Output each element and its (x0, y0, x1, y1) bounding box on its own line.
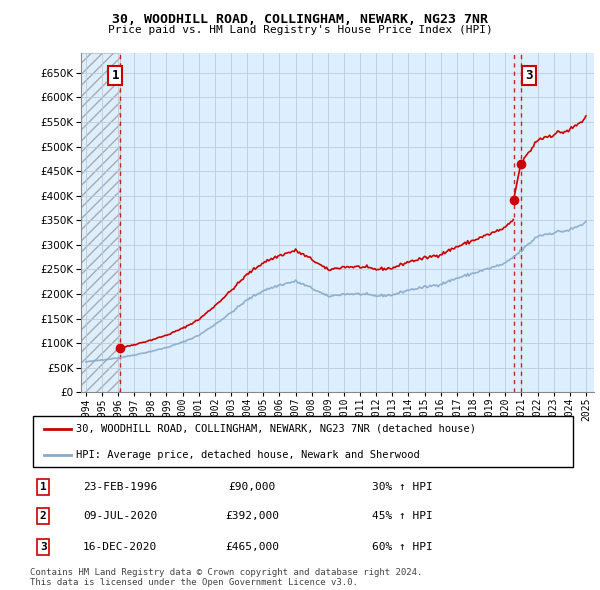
FancyBboxPatch shape (33, 417, 573, 467)
Text: 16-DEC-2020: 16-DEC-2020 (83, 542, 157, 552)
Text: 09-JUL-2020: 09-JUL-2020 (83, 512, 157, 521)
Text: £392,000: £392,000 (225, 512, 279, 521)
Text: 3: 3 (40, 542, 47, 552)
Text: HPI: Average price, detached house, Newark and Sherwood: HPI: Average price, detached house, Newa… (76, 450, 420, 460)
Text: 45% ↑ HPI: 45% ↑ HPI (372, 512, 433, 521)
Text: Price paid vs. HM Land Registry's House Price Index (HPI): Price paid vs. HM Land Registry's House … (107, 25, 493, 35)
Text: Contains HM Land Registry data © Crown copyright and database right 2024.
This d: Contains HM Land Registry data © Crown c… (30, 568, 422, 587)
Text: 3: 3 (525, 68, 533, 82)
Text: 30, WOODHILL ROAD, COLLINGHAM, NEWARK, NG23 7NR (detached house): 30, WOODHILL ROAD, COLLINGHAM, NEWARK, N… (76, 424, 476, 434)
Bar (81, 53, 120, 392)
Text: £90,000: £90,000 (229, 482, 275, 491)
Text: 60% ↑ HPI: 60% ↑ HPI (372, 542, 433, 552)
Text: 1: 1 (40, 482, 47, 491)
Text: 1: 1 (112, 68, 119, 82)
Text: 23-FEB-1996: 23-FEB-1996 (83, 482, 157, 491)
Text: 30, WOODHILL ROAD, COLLINGHAM, NEWARK, NG23 7NR: 30, WOODHILL ROAD, COLLINGHAM, NEWARK, N… (112, 13, 488, 26)
Text: 30% ↑ HPI: 30% ↑ HPI (372, 482, 433, 491)
Text: 2: 2 (40, 512, 47, 521)
Text: £465,000: £465,000 (225, 542, 279, 552)
